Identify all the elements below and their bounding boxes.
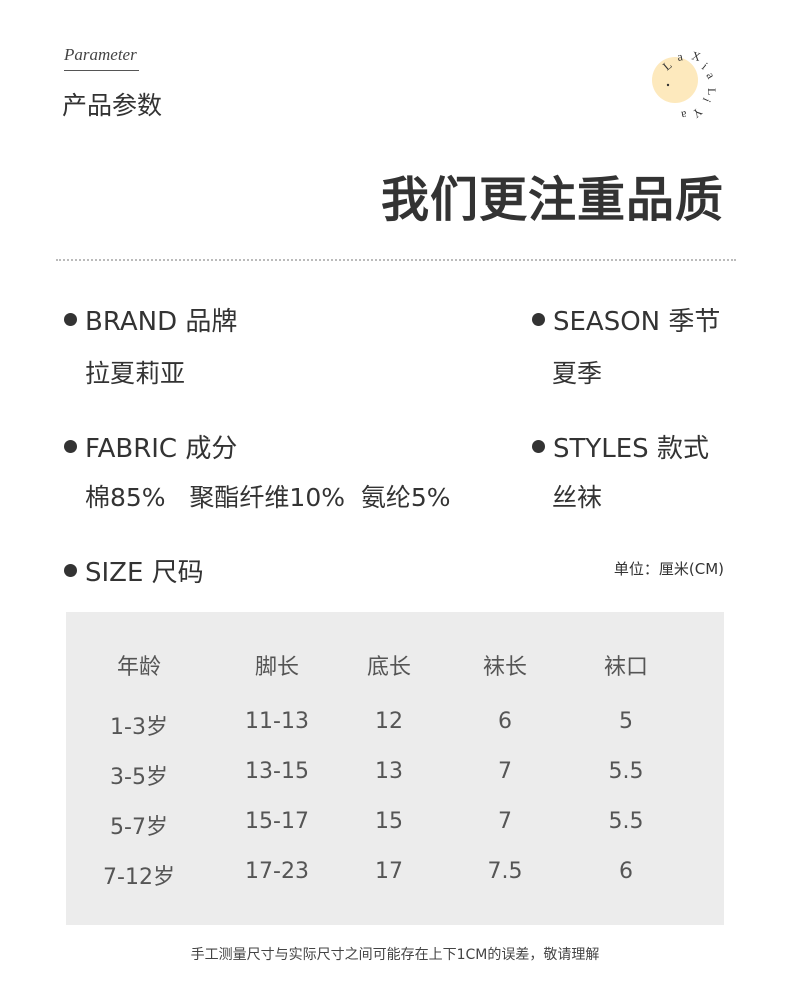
fabric-label: FABRIC 成分: [64, 428, 237, 465]
svg-text:a: a: [680, 108, 688, 123]
bullet-icon: [532, 313, 545, 326]
divider: [64, 70, 139, 71]
table-cell: 17: [375, 859, 403, 884]
svg-text:a: a: [703, 70, 718, 82]
table-cell: 15: [375, 809, 403, 834]
table-header: 袜长: [482, 655, 528, 680]
bullet-icon: [532, 440, 545, 453]
table-cell: 13-15: [245, 759, 309, 784]
svg-text:i: i: [699, 60, 711, 73]
size-label: SIZE 尺码: [64, 552, 204, 589]
brand-value: 拉夏莉亚: [85, 359, 186, 388]
table-cell: 6: [619, 859, 633, 884]
bullet-icon: [64, 440, 77, 453]
unit-label: 单位：厘米(CM): [613, 560, 724, 578]
section-subtitle-en: Parameter: [64, 45, 137, 64]
table-header: 底长: [366, 655, 412, 680]
table-cell: 7: [498, 759, 512, 784]
section-title: 产品参数: [62, 91, 163, 120]
table-cell: 17-23: [245, 859, 309, 884]
svg-text:Y: Y: [689, 105, 705, 122]
season-label: SEASON 季节: [532, 301, 720, 338]
fabric-value: 棉85% 聚酯纤维10% 氨纶5%: [85, 483, 451, 512]
table-cell: 1-3岁: [110, 715, 168, 740]
headline: 我们更注重品质: [380, 172, 724, 228]
styles-value: 丝袜: [552, 483, 603, 512]
table-header: 脚长: [254, 655, 300, 680]
table-cell: 7.5: [487, 859, 523, 884]
table-cell: 5.5: [608, 809, 644, 834]
bullet-icon: [64, 564, 77, 577]
brand-label: BRAND 品牌: [64, 301, 237, 338]
table-header: 袜口: [603, 655, 649, 680]
styles-label: STYLES 款式: [532, 428, 709, 465]
table-cell: 5.5: [608, 759, 644, 784]
table-header: 年龄: [116, 655, 162, 680]
measurement-note: 手工测量尺寸与实际尺寸之间可能存在上下1CM的误差，敬请理解: [190, 947, 600, 963]
table-cell: 3-5岁: [110, 765, 168, 790]
svg-text:X: X: [690, 48, 702, 64]
table-cell: 7: [498, 809, 512, 834]
svg-text:a: a: [676, 49, 684, 64]
svg-text:i: i: [700, 96, 714, 106]
table-cell: 15-17: [245, 809, 309, 834]
bullet-icon: [64, 313, 77, 326]
table-cell: 5: [619, 709, 633, 734]
table-cell: 7-12岁: [103, 865, 175, 890]
dotted-divider: [56, 259, 736, 261]
season-value: 夏季: [552, 359, 603, 388]
table-cell: 6: [498, 709, 512, 734]
table-cell: 12: [375, 709, 403, 734]
table-cell: 11-13: [245, 709, 309, 734]
table-cell: 13: [375, 759, 403, 784]
svg-text:L: L: [705, 88, 719, 95]
size-table: 年龄 脚长 底长 袜长 袜口 1-3岁 11-13 12 6 5 3-5岁 13-15 13 7 5.5 5-…: [66, 612, 724, 925]
brand-logo: L a X i a L i Y a: [652, 48, 719, 123]
table-cell: 5-7岁: [110, 815, 168, 840]
